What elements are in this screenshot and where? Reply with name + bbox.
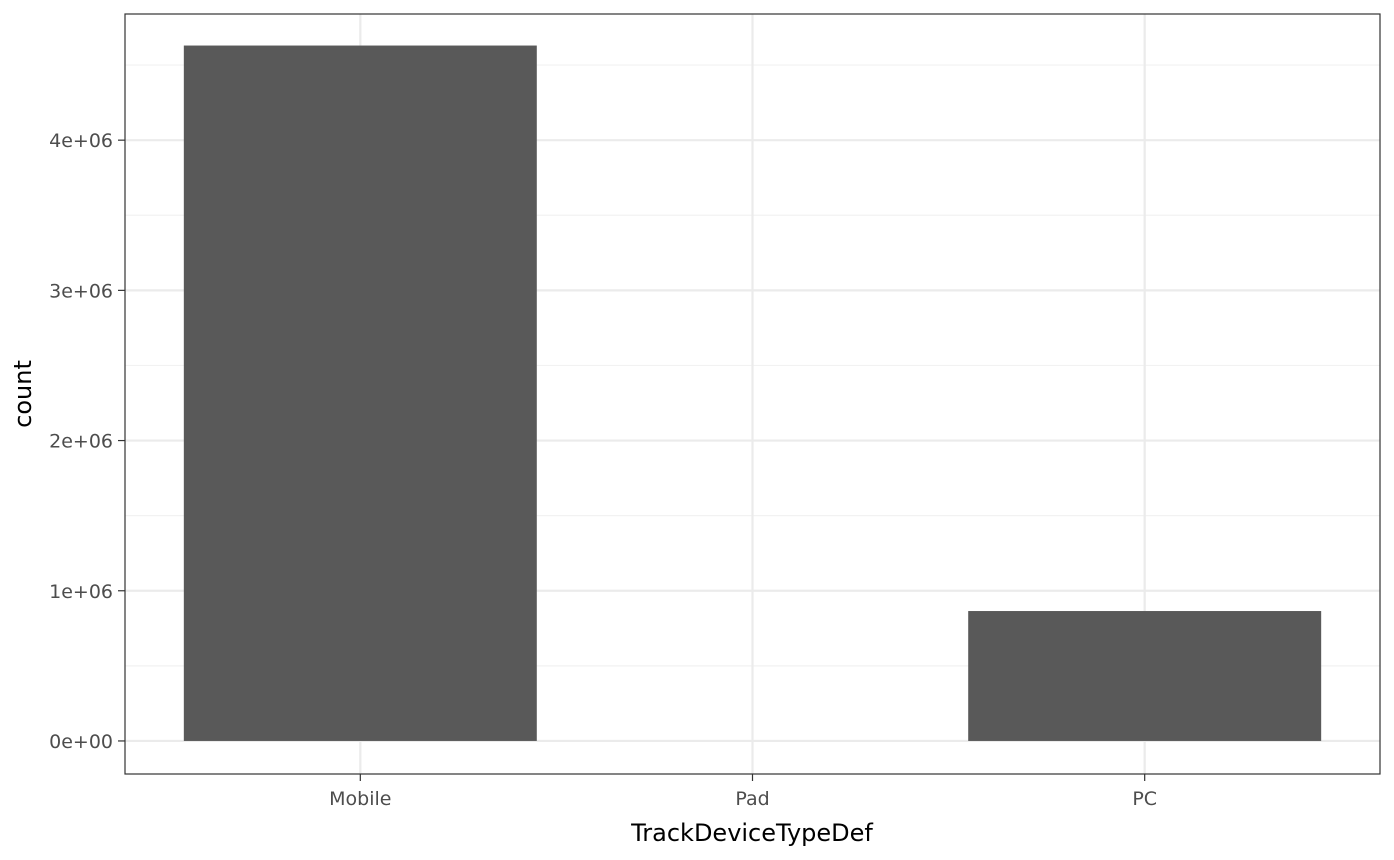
bars — [183, 45, 1322, 741]
y-axis: 0e+00 1e+06 2e+06 3e+06 4e+06 — [49, 130, 125, 753]
bar-pc — [968, 611, 1322, 741]
x-axis-title: TrackDeviceTypeDef — [630, 819, 873, 847]
y-tick-label: 0e+00 — [49, 731, 113, 753]
y-tick-label: 1e+06 — [49, 581, 113, 603]
y-axis-title: count — [9, 360, 37, 428]
bar-mobile — [183, 45, 537, 741]
x-tick-label: PC — [1132, 788, 1157, 810]
y-tick-label: 4e+06 — [49, 130, 113, 152]
x-tick-label: Pad — [735, 788, 769, 810]
y-tick-label: 3e+06 — [49, 280, 113, 302]
x-axis: Mobile Pad PC — [329, 774, 1157, 810]
y-tick-label: 2e+06 — [49, 431, 113, 453]
x-tick-label: Mobile — [329, 788, 391, 810]
